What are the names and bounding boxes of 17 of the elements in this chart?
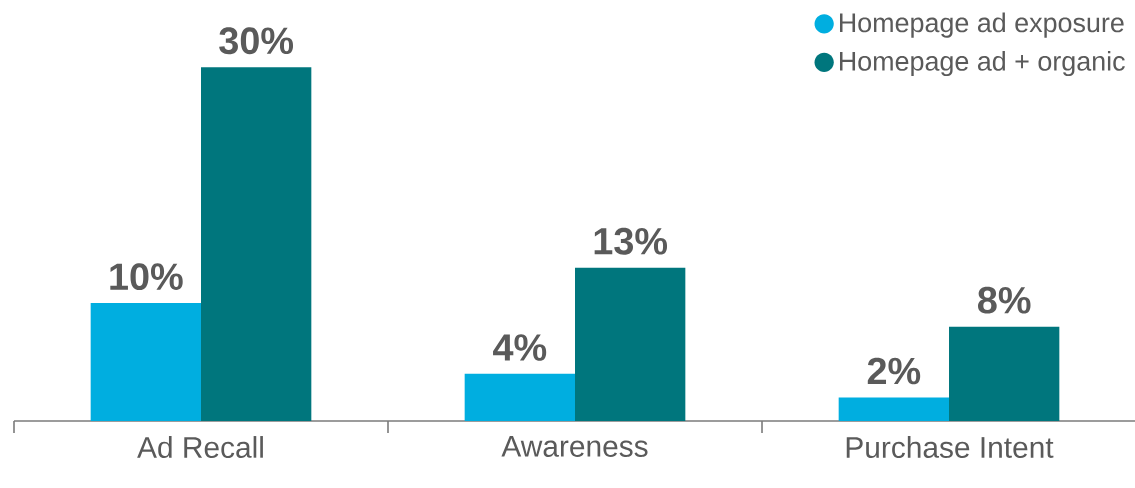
bar <box>949 326 1060 421</box>
bar <box>838 397 950 421</box>
legend-label: Homepage ad + organic <box>840 51 1125 77</box>
bar <box>464 373 575 421</box>
bar <box>575 267 686 421</box>
x-tick-label: Ad Recall <box>137 436 263 458</box>
x-tick-label: Purchase Intent <box>846 436 1054 458</box>
bar <box>201 67 312 421</box>
data-label: 30% <box>219 27 294 55</box>
data-label: 4% <box>493 334 547 361</box>
x-tick-label: Awareness <box>501 436 648 457</box>
data-label: 13% <box>594 227 668 255</box>
data-label: 2% <box>867 357 921 385</box>
data-label: 10% <box>110 263 183 291</box>
legend-label: Homepage ad exposure <box>840 12 1124 38</box>
bar <box>90 303 201 421</box>
data-label: 8% <box>978 286 1031 314</box>
